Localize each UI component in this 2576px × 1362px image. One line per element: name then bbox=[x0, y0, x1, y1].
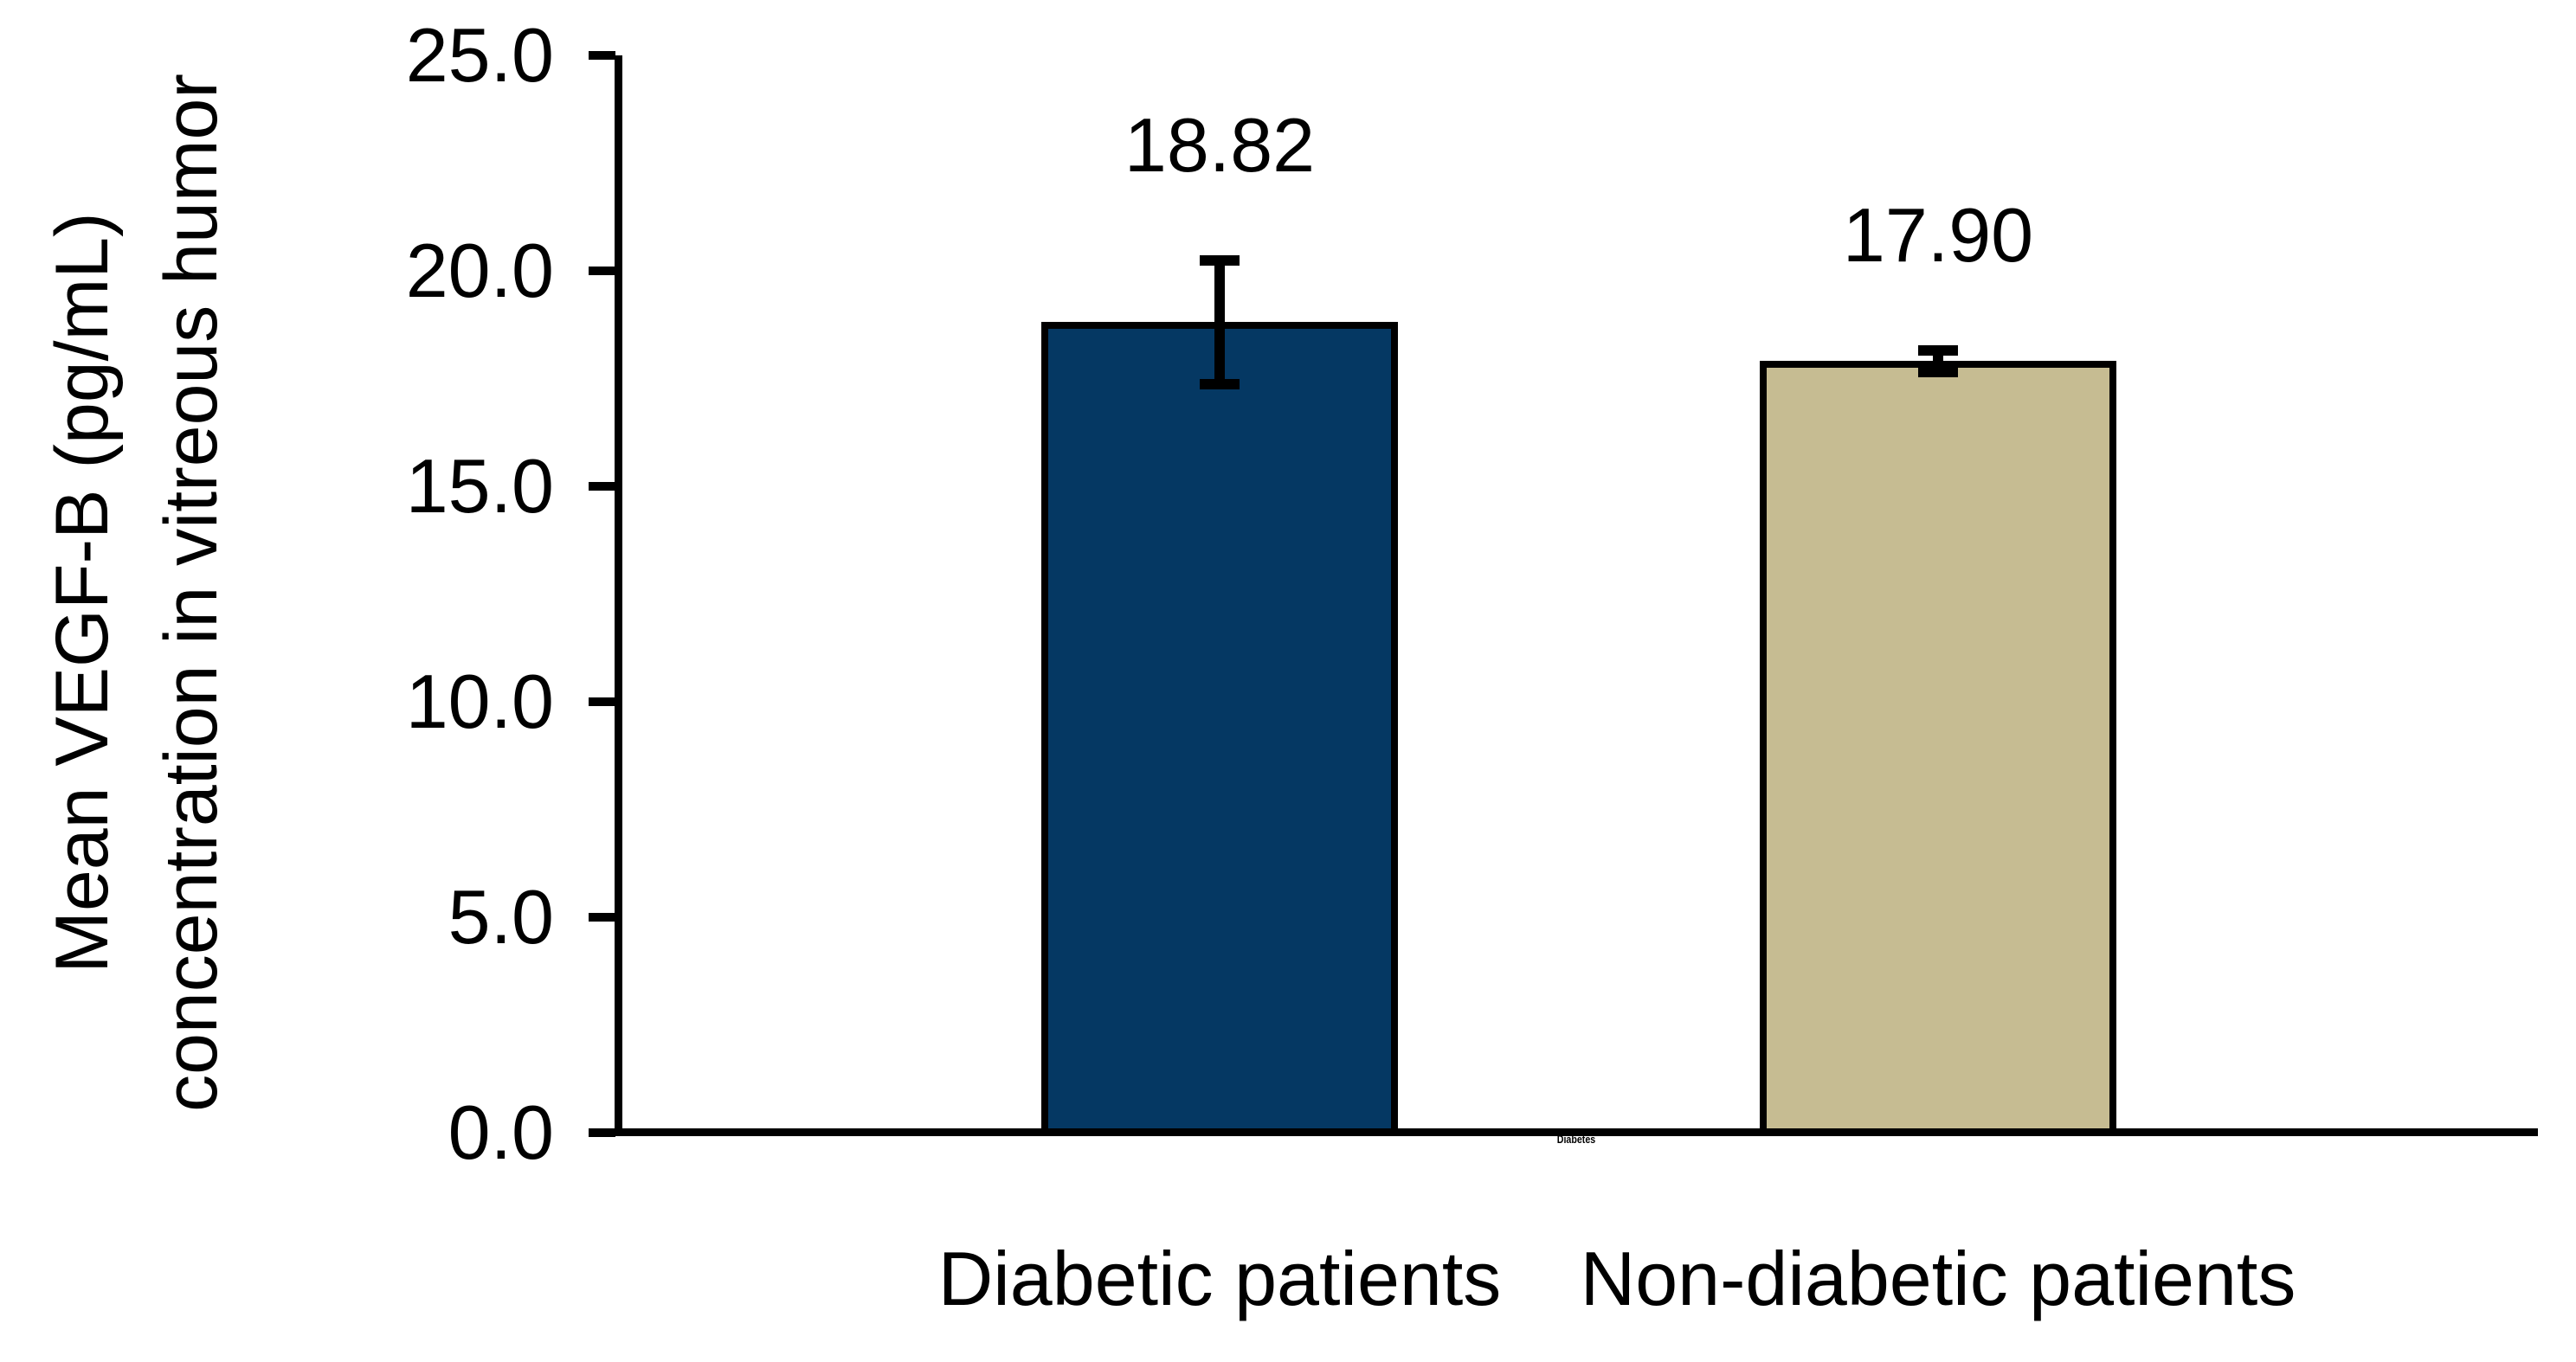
error-bar-cap-bottom-1 bbox=[1918, 366, 1958, 377]
x-axis-line bbox=[615, 1128, 2538, 1136]
y-tick-label-5.0: 5.0 bbox=[448, 873, 554, 960]
category-label-1: Non-diabetic patients bbox=[1580, 1236, 2296, 1321]
y-tick-label-0.0: 0.0 bbox=[448, 1089, 554, 1175]
y-tick-label-15.0: 15.0 bbox=[405, 442, 554, 529]
error-bar-whisker-1 bbox=[1933, 350, 1943, 372]
bar-1 bbox=[1760, 361, 2116, 1136]
y-tick-label-20.0: 20.0 bbox=[405, 227, 554, 313]
y-tick-mark-20.0 bbox=[589, 266, 615, 275]
error-bar-cap-top-1 bbox=[1918, 344, 1958, 356]
y-tick-label-10.0: 10.0 bbox=[405, 658, 554, 744]
value-label-1: 17.90 bbox=[1842, 191, 2034, 278]
error-bar-cap-bottom-0 bbox=[1200, 379, 1240, 390]
y-tick-mark-15.0 bbox=[589, 481, 615, 491]
value-label-0: 18.82 bbox=[1124, 101, 1316, 188]
y-axis-title-line-2: concentration in vitreous humor bbox=[150, 74, 233, 1112]
y-axis-line bbox=[615, 55, 622, 1136]
y-tick-mark-25.0 bbox=[589, 51, 615, 60]
y-tick-mark-0.0 bbox=[589, 1128, 615, 1137]
error-bar-cap-top-0 bbox=[1200, 254, 1240, 266]
y-tick-label-25.0: 25.0 bbox=[405, 12, 554, 98]
error-bar-whisker-0 bbox=[1214, 260, 1225, 385]
y-tick-mark-5.0 bbox=[589, 912, 615, 922]
y-axis-title: Mean VEGF-B (pg/mL) concentration in vit… bbox=[28, 0, 258, 1198]
y-tick-mark-10.0 bbox=[589, 697, 615, 706]
y-axis-title-line-1: Mean VEGF-B (pg/mL) bbox=[41, 212, 124, 973]
category-label-0: Diabetic patients bbox=[937, 1236, 1502, 1321]
x-axis-micro-title: Diabetes bbox=[1556, 1133, 1596, 1146]
bar-0 bbox=[1041, 321, 1398, 1136]
